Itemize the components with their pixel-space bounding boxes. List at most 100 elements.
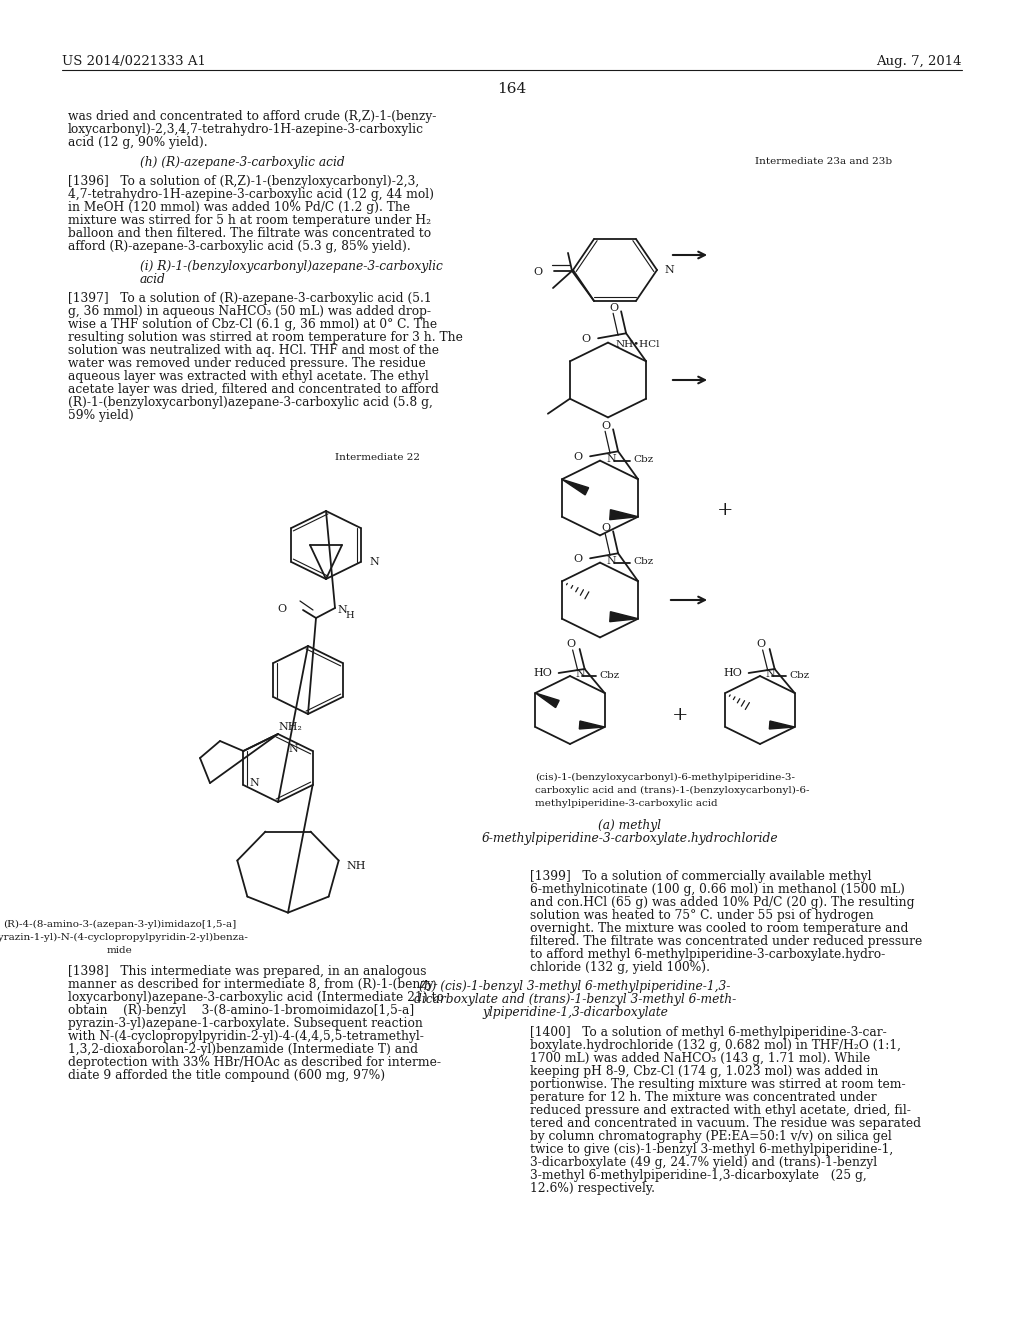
Text: NH•HCl: NH•HCl <box>616 341 660 348</box>
Polygon shape <box>562 479 589 495</box>
Text: manner as described for intermediate 8, from (R)-1-(benzy-: manner as described for intermediate 8, … <box>68 978 437 991</box>
Text: dicarboxylate and (trans)-1-benzyl 3-methyl 6-meth-: dicarboxylate and (trans)-1-benzyl 3-met… <box>414 993 736 1006</box>
Text: N: N <box>606 556 615 565</box>
Polygon shape <box>536 693 559 708</box>
Text: pyrazin-3-yl)azepane-1-carboxylate. Subsequent reaction: pyrazin-3-yl)azepane-1-carboxylate. Subs… <box>68 1016 423 1030</box>
Text: (h) (R)-azepane-3-carboxylic acid: (h) (R)-azepane-3-carboxylic acid <box>140 156 345 169</box>
Text: N: N <box>765 669 775 678</box>
Text: N: N <box>370 557 379 568</box>
Text: Aug. 7, 2014: Aug. 7, 2014 <box>877 55 962 69</box>
Text: balloon and then filtered. The filtrate was concentrated to: balloon and then filtered. The filtrate … <box>68 227 431 240</box>
Text: mixture was stirred for 5 h at room temperature under H₂: mixture was stirred for 5 h at room temp… <box>68 214 431 227</box>
Text: (a) methyl: (a) methyl <box>598 818 662 832</box>
Text: N: N <box>606 454 615 463</box>
Polygon shape <box>609 510 638 520</box>
Text: HO: HO <box>534 668 552 678</box>
Polygon shape <box>580 721 604 729</box>
Text: N: N <box>289 744 299 754</box>
Text: 1,3,2-dioxaborolan-2-yl)benzamide (Intermediate T) and: 1,3,2-dioxaborolan-2-yl)benzamide (Inter… <box>68 1043 418 1056</box>
Text: Cbz: Cbz <box>599 671 620 680</box>
Text: (R)-1-(benzyloxycarbonyl)azepane-3-carboxylic acid (5.8 g,: (R)-1-(benzyloxycarbonyl)azepane-3-carbo… <box>68 396 433 409</box>
Text: pyrazin-1-yl)-N-(4-cyclopropylpyridin-2-yl)benza-: pyrazin-1-yl)-N-(4-cyclopropylpyridin-2-… <box>0 933 249 942</box>
Text: solution was neutralized with aq. HCl. THF and most of the: solution was neutralized with aq. HCl. T… <box>68 345 439 356</box>
Text: acid: acid <box>140 273 166 286</box>
Text: O: O <box>573 554 583 565</box>
Text: [1400]   To a solution of methyl 6-methylpiperidine-3-car-: [1400] To a solution of methyl 6-methylp… <box>530 1026 887 1039</box>
Text: aqueous layer was extracted with ethyl acetate. The ethyl: aqueous layer was extracted with ethyl a… <box>68 370 429 383</box>
Text: Intermediate 22: Intermediate 22 <box>335 453 420 462</box>
Text: (b) (cis)-1-benzyl 3-methyl 6-methylpiperidine-1,3-: (b) (cis)-1-benzyl 3-methyl 6-methylpipe… <box>419 979 731 993</box>
Text: N: N <box>337 605 347 615</box>
Text: (i) R)-1-(benzyloxycarbonyl)azepane-3-carboxylic: (i) R)-1-(benzyloxycarbonyl)azepane-3-ca… <box>140 260 442 273</box>
Text: +: + <box>717 502 733 519</box>
Text: filtered. The filtrate was concentrated under reduced pressure: filtered. The filtrate was concentrated … <box>530 935 923 948</box>
Text: 164: 164 <box>498 82 526 96</box>
Text: diate 9 afforded the title compound (600 mg, 97%): diate 9 afforded the title compound (600… <box>68 1069 385 1082</box>
Text: deprotection with 33% HBr/HOAc as described for interme-: deprotection with 33% HBr/HOAc as descri… <box>68 1056 441 1069</box>
Text: Cbz: Cbz <box>633 455 653 465</box>
Text: reduced pressure and extracted with ethyl acetate, dried, fil-: reduced pressure and extracted with ethy… <box>530 1104 911 1117</box>
Text: acetate layer was dried, filtered and concentrated to afford: acetate layer was dried, filtered and co… <box>68 383 438 396</box>
Text: portionwise. The resulting mixture was stirred at room tem-: portionwise. The resulting mixture was s… <box>530 1078 905 1092</box>
Text: tered and concentrated in vacuum. The residue was separated: tered and concentrated in vacuum. The re… <box>530 1117 921 1130</box>
Text: methylpiperidine-3-carboxylic acid: methylpiperidine-3-carboxylic acid <box>535 799 718 808</box>
Text: perature for 12 h. The mixture was concentrated under: perature for 12 h. The mixture was conce… <box>530 1092 877 1104</box>
Text: O: O <box>601 421 610 432</box>
Text: (R)-4-(8-amino-3-(azepan-3-yl)imidazo[1,5-a]: (R)-4-(8-amino-3-(azepan-3-yl)imidazo[1,… <box>3 920 237 929</box>
Text: boxylate.hydrochloride (132 g, 0.682 mol) in THF/H₂O (1:1,: boxylate.hydrochloride (132 g, 0.682 mol… <box>530 1039 901 1052</box>
Text: US 2014/0221333 A1: US 2014/0221333 A1 <box>62 55 206 69</box>
Text: acid (12 g, 90% yield).: acid (12 g, 90% yield). <box>68 136 208 149</box>
Text: [1399]   To a solution of commercially available methyl: [1399] To a solution of commercially ava… <box>530 870 871 883</box>
Text: chloride (132 g, yield 100%).: chloride (132 g, yield 100%). <box>530 961 710 974</box>
Text: carboxylic acid and (trans)-1-(benzyloxycarbonyl)-6-: carboxylic acid and (trans)-1-(benzyloxy… <box>535 785 810 795</box>
Text: NH₂: NH₂ <box>279 722 302 733</box>
Text: twice to give (cis)-1-benzyl 3-methyl 6-methylpiperidine-1,: twice to give (cis)-1-benzyl 3-methyl 6-… <box>530 1143 893 1156</box>
Text: 3-methyl 6-methylpiperidine-1,3-dicarboxylate   (25 g,: 3-methyl 6-methylpiperidine-1,3-dicarbox… <box>530 1170 866 1181</box>
Text: HO: HO <box>723 668 742 678</box>
Text: O: O <box>566 639 575 649</box>
Text: [1397]   To a solution of (R)-azepane-3-carboxylic acid (5.1: [1397] To a solution of (R)-azepane-3-ca… <box>68 292 432 305</box>
Text: overnight. The mixture was cooled to room temperature and: overnight. The mixture was cooled to roo… <box>530 921 908 935</box>
Text: mide: mide <box>108 946 133 954</box>
Text: to afford methyl 6-methylpiperidine-3-carboxylate.hydro-: to afford methyl 6-methylpiperidine-3-ca… <box>530 948 886 961</box>
Text: g, 36 mmol) in aqueous NaHCO₃ (50 mL) was added drop-: g, 36 mmol) in aqueous NaHCO₃ (50 mL) wa… <box>68 305 431 318</box>
Text: 12.6%) respectively.: 12.6%) respectively. <box>530 1181 655 1195</box>
Text: O: O <box>534 267 543 277</box>
Text: 6-methylnicotinate (100 g, 0.66 mol) in methanol (1500 mL): 6-methylnicotinate (100 g, 0.66 mol) in … <box>530 883 905 896</box>
Text: Intermediate 23a and 23b: Intermediate 23a and 23b <box>755 157 892 166</box>
Text: Cbz: Cbz <box>633 557 653 566</box>
Text: O: O <box>756 639 765 649</box>
Text: by column chromatography (PE:EA=50:1 v/v) on silica gel: by column chromatography (PE:EA=50:1 v/v… <box>530 1130 892 1143</box>
Text: NH: NH <box>347 861 367 870</box>
Text: 3-dicarboxylate (49 g, 24.7% yield) and (trans)-1-benzyl: 3-dicarboxylate (49 g, 24.7% yield) and … <box>530 1156 878 1170</box>
Text: resulting solution was stirred at room temperature for 3 h. The: resulting solution was stirred at room t… <box>68 331 463 345</box>
Text: with N-(4-cyclopropylpyridin-2-yl)-4-(4,4,5,5-tetramethyl-: with N-(4-cyclopropylpyridin-2-yl)-4-(4,… <box>68 1030 424 1043</box>
Text: O: O <box>609 304 618 313</box>
Text: loxycarbonyl)-2,3,4,7-tetrahydro-1H-azepine-3-carboxylic: loxycarbonyl)-2,3,4,7-tetrahydro-1H-azep… <box>68 123 424 136</box>
Text: [1396]   To a solution of (R,Z)-1-(benzyloxycarbonyl)-2,3,: [1396] To a solution of (R,Z)-1-(benzylo… <box>68 176 419 187</box>
Text: keeping pH 8-9, Cbz-Cl (174 g, 1.023 mol) was added in: keeping pH 8-9, Cbz-Cl (174 g, 1.023 mol… <box>530 1065 879 1078</box>
Text: O: O <box>582 334 591 345</box>
Text: 6-methylpiperidine-3-carboxylate.hydrochloride: 6-methylpiperidine-3-carboxylate.hydroch… <box>481 832 778 845</box>
Text: obtain    (R)-benzyl    3-(8-amino-1-bromoimidazo[1,5-a]: obtain (R)-benzyl 3-(8-amino-1-bromoimid… <box>68 1005 414 1016</box>
Text: O: O <box>601 523 610 533</box>
Text: in MeOH (120 mmol) was added 10% Pd/C (1.2 g). The: in MeOH (120 mmol) was added 10% Pd/C (1… <box>68 201 411 214</box>
Text: H: H <box>345 611 353 620</box>
Text: and con.HCl (65 g) was added 10% Pd/C (20 g). The resulting: and con.HCl (65 g) was added 10% Pd/C (2… <box>530 896 914 909</box>
Text: 1700 mL) was added NaHCO₃ (143 g, 1.71 mol). While: 1700 mL) was added NaHCO₃ (143 g, 1.71 m… <box>530 1052 870 1065</box>
Text: O: O <box>573 453 583 462</box>
Text: Cbz: Cbz <box>790 671 809 680</box>
Polygon shape <box>769 721 795 729</box>
Text: 59% yield): 59% yield) <box>68 409 134 422</box>
Text: afford (R)-azepane-3-carboxylic acid (5.3 g, 85% yield).: afford (R)-azepane-3-carboxylic acid (5.… <box>68 240 411 253</box>
Text: loxycarbonyl)azepane-3-carboxylic acid (Intermediate 21) to: loxycarbonyl)azepane-3-carboxylic acid (… <box>68 991 443 1005</box>
Text: (cis)-1-(benzyloxycarbonyl)-6-methylpiperidine-3-: (cis)-1-(benzyloxycarbonyl)-6-methylpipe… <box>535 774 795 783</box>
Text: 4,7-tetrahydro-1H-azepine-3-carboxylic acid (12 g, 44 mol): 4,7-tetrahydro-1H-azepine-3-carboxylic a… <box>68 187 434 201</box>
Text: was dried and concentrated to afford crude (R,Z)-1-(benzy-: was dried and concentrated to afford cru… <box>68 110 436 123</box>
Text: solution was heated to 75° C. under 55 psi of hydrogen: solution was heated to 75° C. under 55 p… <box>530 909 873 921</box>
Text: wise a THF solution of Cbz-Cl (6.1 g, 36 mmol) at 0° C. The: wise a THF solution of Cbz-Cl (6.1 g, 36… <box>68 318 437 331</box>
Text: [1398]   This intermediate was prepared, in an analogous: [1398] This intermediate was prepared, i… <box>68 965 427 978</box>
Polygon shape <box>609 611 638 622</box>
Text: N: N <box>664 265 674 275</box>
Text: N: N <box>250 777 259 788</box>
